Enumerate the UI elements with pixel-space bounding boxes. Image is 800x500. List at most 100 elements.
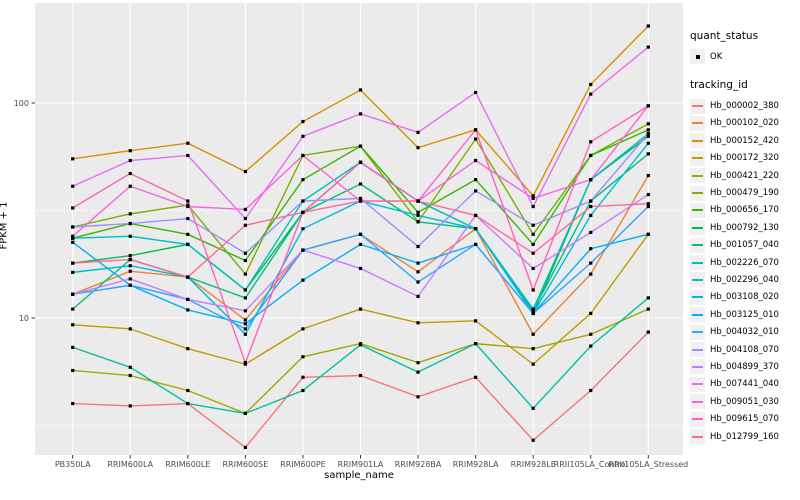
data-point xyxy=(128,184,132,188)
series-color-line-icon xyxy=(692,226,703,229)
legend-item-label: Hb_000421_220 xyxy=(710,170,779,181)
data-point xyxy=(531,266,535,271)
data-point xyxy=(646,24,650,28)
legend-item-label: OK xyxy=(710,51,723,62)
data-point xyxy=(474,319,478,323)
data-point xyxy=(243,309,247,313)
legend-item-label: Hb_002296_040 xyxy=(710,274,779,285)
ok-point-key xyxy=(690,49,705,65)
y-tick-label: 100 xyxy=(14,99,29,108)
data-point xyxy=(358,266,363,271)
legend-item-Hb_000172_320: Hb_000172_320 xyxy=(690,150,798,167)
data-point xyxy=(301,227,305,231)
data-point xyxy=(358,88,363,92)
data-point xyxy=(128,264,132,268)
data-point xyxy=(128,269,132,273)
data-point xyxy=(71,292,75,296)
series-color-line-icon xyxy=(692,261,703,264)
series-color-line-icon xyxy=(692,278,703,281)
x-tick-label: RRIM928BA xyxy=(395,460,442,469)
series-color-line-icon xyxy=(692,122,703,125)
data-point xyxy=(71,225,75,229)
data-point xyxy=(416,321,420,325)
data-point xyxy=(646,204,650,209)
legend-item-label: Hb_009615_070 xyxy=(710,414,779,425)
data-point xyxy=(301,210,305,214)
legend-line-swatch xyxy=(690,115,705,131)
data-point xyxy=(128,404,132,408)
data-point xyxy=(416,244,420,249)
legend-line-swatch xyxy=(690,359,705,375)
data-point xyxy=(186,204,190,209)
legend-item-Hb_012799_160: Hb_012799_160 xyxy=(690,428,798,445)
data-point xyxy=(589,140,593,144)
data-point xyxy=(416,270,420,274)
legend-line-swatch xyxy=(690,168,705,184)
data-point xyxy=(416,130,420,134)
data-point xyxy=(358,343,363,347)
data-point xyxy=(128,365,132,369)
data-point xyxy=(186,401,190,406)
data-point xyxy=(243,318,247,322)
data-point xyxy=(186,141,190,145)
data-point xyxy=(128,257,132,262)
data-point xyxy=(474,227,478,231)
legend-line-swatch xyxy=(690,272,705,288)
data-point xyxy=(71,270,75,274)
data-point xyxy=(416,146,420,150)
data-point xyxy=(243,272,247,276)
x-tick-label: PB350LA xyxy=(55,460,91,469)
data-point xyxy=(646,152,650,156)
data-point xyxy=(358,196,363,200)
legend-item-label: Hb_000479_190 xyxy=(710,188,779,199)
legend-line-swatch xyxy=(690,342,705,358)
data-point xyxy=(301,178,305,182)
legend-item-ok: OK xyxy=(690,48,798,65)
data-point xyxy=(71,206,75,210)
legend-item-Hb_004032_010: Hb_004032_010 xyxy=(690,323,798,340)
x-tick-label: RRIM901LA xyxy=(338,460,384,469)
x-tick-label: RRIM600LE xyxy=(165,460,210,469)
data-point xyxy=(243,332,247,336)
data-point xyxy=(474,189,478,193)
data-point xyxy=(474,213,478,218)
legend-line-swatch xyxy=(690,429,705,444)
data-point xyxy=(531,223,535,227)
data-point xyxy=(416,395,420,399)
data-point xyxy=(531,307,535,311)
legend: quant_status OK tracking_id Hb_000002_38… xyxy=(690,30,798,459)
data-point xyxy=(531,204,535,209)
data-point xyxy=(186,232,190,236)
data-point xyxy=(646,141,650,145)
legend-line-swatch xyxy=(690,98,705,114)
data-point xyxy=(531,332,535,336)
data-point xyxy=(186,308,190,312)
data-point xyxy=(531,438,535,442)
data-point xyxy=(128,283,132,287)
data-point xyxy=(589,344,593,348)
data-point xyxy=(243,445,247,450)
data-point xyxy=(646,104,650,108)
data-point xyxy=(474,242,478,246)
data-point xyxy=(416,199,420,203)
data-point xyxy=(358,232,363,236)
x-tick-label: RRII105LA_Stressed xyxy=(608,460,688,469)
data-point xyxy=(186,275,190,279)
data-point xyxy=(358,144,363,148)
data-point xyxy=(416,210,420,214)
legend-line-swatch xyxy=(690,150,705,166)
data-point xyxy=(186,216,190,221)
data-point xyxy=(474,137,478,141)
x-tick-label: RRIM600LA xyxy=(107,460,153,469)
data-point xyxy=(531,309,535,313)
legend-item-label: Hb_012799_160 xyxy=(710,431,779,442)
data-point xyxy=(589,82,593,87)
legend-item-Hb_000656_170: Hb_000656_170 xyxy=(690,202,798,219)
data-point xyxy=(301,327,305,331)
data-point xyxy=(358,160,363,164)
data-point xyxy=(301,388,305,393)
data-point xyxy=(243,411,247,415)
y-axis-title: FPKM + 1 xyxy=(0,201,10,250)
legend-item-label: Hb_000152_420 xyxy=(710,135,779,146)
